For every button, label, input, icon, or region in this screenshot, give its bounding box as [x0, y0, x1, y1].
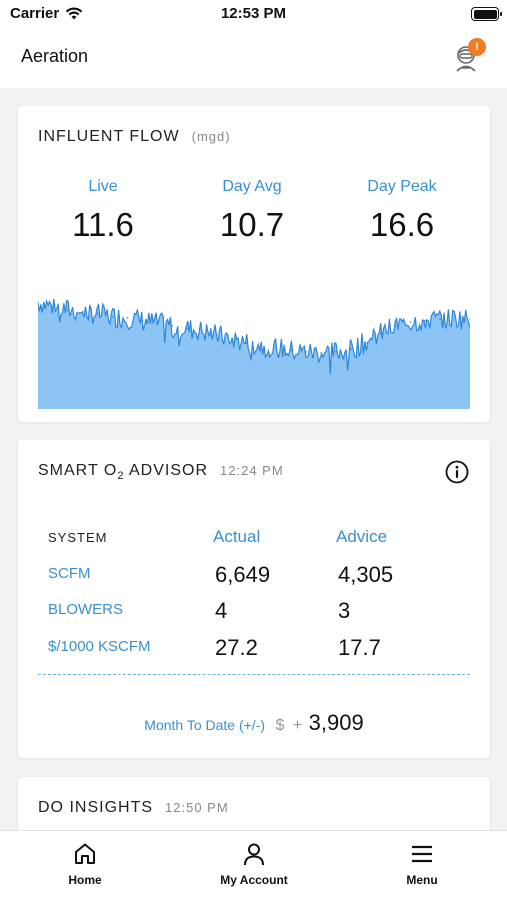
advisor-title-subscript: 2	[117, 470, 125, 483]
influent-flow-chart	[38, 298, 470, 409]
flow-point	[364, 341, 367, 344]
insights-title-row: DO INSIGHTS 12:50 PM	[38, 799, 229, 817]
stat-day-peak-label: Day Peak	[367, 178, 437, 195]
influent-flow-title-row: INFLUENT FLOW (mgd)	[38, 128, 231, 146]
row-label-scfm: SCFM	[48, 565, 91, 582]
nav-home[interactable]: Home	[25, 841, 145, 887]
flow-area	[38, 298, 470, 409]
flow-point	[424, 319, 427, 322]
status-left: Carrier	[10, 5, 83, 22]
stat-live-label: Live	[88, 178, 118, 195]
stat-live: Live 11.6	[28, 178, 178, 244]
influent-flow-card[interactable]: INFLUENT FLOW (mgd) Live 11.6 Day Avg 10.…	[18, 106, 490, 422]
divider	[38, 674, 470, 675]
flow-point	[379, 332, 382, 335]
nav-menu-label: Menu	[406, 873, 438, 887]
influent-flow-title: INFLUENT FLOW	[38, 128, 180, 145]
battery-icon	[471, 7, 502, 21]
advisor-time: 12:24 PM	[220, 463, 284, 478]
header-system: SYSTEM	[48, 530, 108, 545]
flow-point	[350, 348, 352, 350]
flow-point	[52, 305, 54, 308]
flow-point	[81, 310, 84, 313]
advisor-title-suffix: ADVISOR	[124, 462, 209, 479]
flow-point	[67, 309, 69, 311]
smart-o2-advisor-card[interactable]: SMART O2 ADVISOR 12:24 PM SYSTEM Actual A…	[18, 440, 490, 758]
flow-point	[320, 352, 322, 354]
row-actual-scfm: 6,649	[215, 562, 271, 587]
advisor-title-row: SMART O2 ADVISOR 12:24 PM	[38, 462, 284, 482]
flow-point	[156, 322, 158, 324]
flow-point	[305, 351, 307, 353]
mtd-currency: $	[275, 717, 285, 734]
flow-point	[245, 341, 248, 344]
influent-flow-unit: (mgd)	[191, 129, 231, 144]
header-actual: Actual	[213, 527, 261, 546]
flow-point	[230, 338, 233, 340]
advisor-title-prefix: SMART O	[38, 462, 118, 479]
row-advice-blowers: 3	[338, 598, 351, 623]
home-icon	[75, 843, 95, 864]
nav-my-account-label: My Account	[220, 873, 288, 887]
flow-point	[409, 321, 412, 323]
flow-point	[439, 318, 442, 321]
flow-point	[454, 317, 456, 319]
stat-day-avg-value: 10.7	[219, 206, 285, 243]
flow-point	[275, 347, 278, 349]
header-advice: Advice	[336, 527, 388, 546]
row-label-blowers: BLOWERS	[48, 601, 124, 618]
month-to-date: Month To Date (+/-) $ + 3,909	[18, 710, 490, 736]
flow-point	[260, 344, 263, 347]
bottom-nav: Home My Account Menu	[0, 830, 507, 900]
stat-day-avg-label: Day Avg	[222, 178, 282, 195]
nav-my-account[interactable]: My Account	[194, 841, 314, 887]
flow-point	[126, 317, 129, 319]
user-icon	[244, 843, 264, 866]
flow-point	[335, 351, 337, 353]
mtd-value: 3,909	[308, 710, 364, 735]
carrier-label: Carrier	[10, 5, 60, 22]
app-header: Aeration !	[0, 30, 507, 88]
mtd-sign: +	[292, 717, 303, 734]
insights-title: DO INSIGHTS	[38, 799, 154, 816]
flow-point	[186, 327, 188, 330]
flow-point	[141, 319, 144, 322]
flow-point	[216, 334, 218, 336]
notification-badge: !	[468, 38, 486, 56]
flow-point	[290, 349, 292, 352]
insights-time: 12:50 PM	[165, 800, 229, 815]
nav-home-label: Home	[68, 873, 102, 887]
row-actual-cost: 27.2	[215, 635, 258, 660]
info-circle-icon[interactable]	[445, 460, 469, 484]
flow-point	[394, 325, 397, 327]
flow-point	[38, 301, 39, 304]
stat-day-avg: Day Avg 10.7	[177, 178, 327, 244]
row-advice-scfm: 4,305	[338, 562, 394, 587]
flow-point	[111, 315, 114, 318]
flow-point	[201, 330, 203, 332]
row-advice-cost: 17.7	[338, 635, 381, 660]
flow-line	[38, 298, 470, 375]
flow-point	[171, 325, 173, 327]
status-bar: Carrier 12:53 PM	[0, 0, 507, 30]
mtd-label: Month To Date (+/-)	[144, 717, 266, 733]
flow-point	[96, 313, 99, 315]
stat-day-peak-value: 16.6	[369, 206, 435, 243]
status-time: 12:53 PM	[220, 5, 287, 22]
row-label-cost: $/1000 KSCFM	[48, 638, 151, 655]
wifi-icon	[66, 7, 83, 20]
operator-avatar-button[interactable]: !	[450, 38, 490, 76]
stat-live-value: 11.6	[72, 206, 134, 243]
stat-day-peak: Day Peak 16.6	[327, 178, 477, 244]
hamburger-menu-icon	[412, 845, 432, 863]
page-title: Aeration	[21, 46, 89, 66]
row-actual-blowers: 4	[215, 598, 228, 623]
nav-menu[interactable]: Menu	[362, 841, 482, 887]
flow-point	[469, 318, 470, 321]
